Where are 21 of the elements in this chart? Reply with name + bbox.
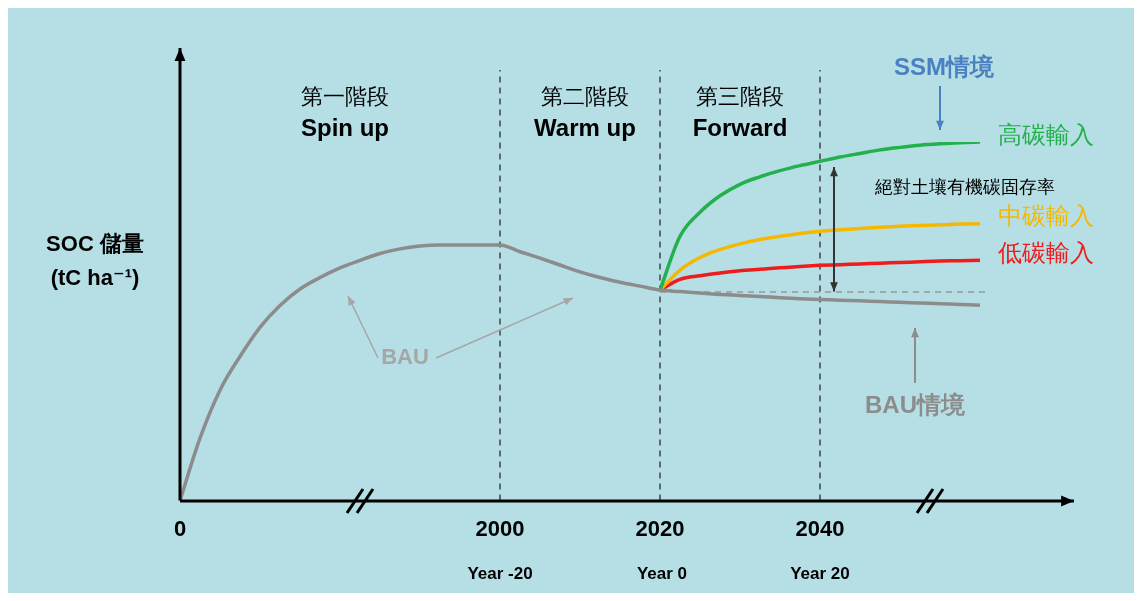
x-tick-label: 2020 [635, 515, 685, 541]
text: Year 20 [790, 563, 850, 583]
text: Warm up [534, 113, 636, 141]
series-label: 中碳輸入 [998, 202, 1094, 230]
text: 第二階段 [541, 84, 629, 110]
x-tick-label: 2040 [795, 515, 845, 541]
text: Year -20 [467, 563, 533, 583]
text: SSM情境 [893, 52, 995, 80]
x-tick-label: 0 [173, 515, 187, 541]
text: Forward [692, 113, 788, 141]
series-label: 高碳輸入 [998, 120, 1094, 148]
text: 第一階段 [301, 84, 389, 110]
annotation: 絕對土壤有機碳固存率 [874, 176, 1055, 197]
text: 第三階段 [696, 84, 784, 110]
text: Year 0 [636, 563, 688, 583]
series-label: 低碳輸入 [998, 238, 1094, 266]
x-tick-label: 2000 [475, 515, 525, 541]
annotation: BAU [381, 344, 429, 370]
annotation: BAU情境 [865, 390, 965, 418]
text: Spin up [301, 113, 389, 141]
y-axis-title: SOC 儲量 (tC ha⁻¹) [46, 231, 144, 291]
